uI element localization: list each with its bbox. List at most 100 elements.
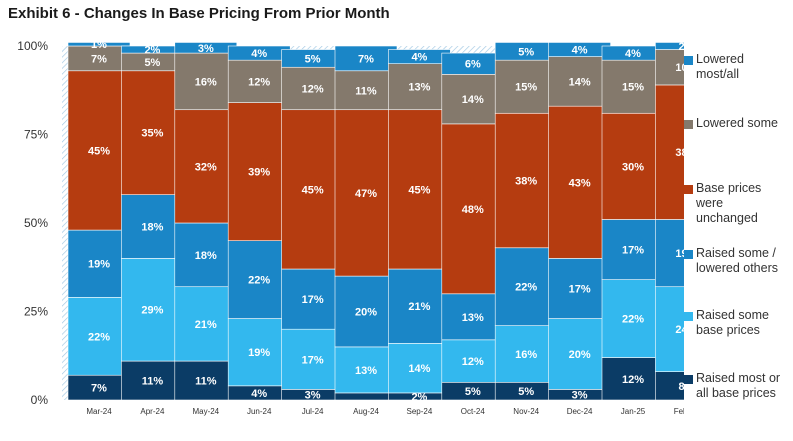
bar-value-label: 45% bbox=[88, 145, 110, 157]
bar-value-label: 30% bbox=[622, 161, 644, 173]
x-tick-label: Apr-24 bbox=[140, 407, 165, 416]
bar-value-label: 17% bbox=[302, 354, 324, 366]
bar-value-label: 21% bbox=[195, 319, 217, 331]
bar-value-label: 8% bbox=[678, 381, 684, 393]
bar-segment bbox=[174, 286, 238, 362]
bar-value-label: 18% bbox=[141, 222, 163, 234]
bar-value-label: 3% bbox=[305, 390, 321, 402]
bar-value-label: 20% bbox=[355, 307, 377, 319]
bar-segment bbox=[334, 70, 398, 111]
bar-value-label: 5% bbox=[144, 57, 160, 69]
bar-value-label: 5% bbox=[305, 53, 321, 65]
bar-segment bbox=[281, 268, 344, 330]
bar-value-label: 1% bbox=[91, 39, 107, 51]
bar-segment bbox=[227, 59, 291, 103]
bar-value-label: 22% bbox=[622, 314, 644, 326]
bar-value-label: 19% bbox=[675, 248, 684, 260]
bar-value-label: 22% bbox=[248, 275, 270, 287]
bar-segment bbox=[227, 318, 291, 387]
bar-segment bbox=[334, 109, 398, 277]
bar-segment bbox=[67, 70, 131, 231]
bar-value-label: 2% bbox=[144, 45, 160, 57]
bar-value-label: 20% bbox=[569, 349, 591, 361]
x-tick-label: Jan-25 bbox=[621, 407, 646, 416]
bar-value-label: 11% bbox=[355, 85, 377, 97]
bar-segment bbox=[227, 102, 291, 241]
bar-value-label: 17% bbox=[302, 294, 324, 306]
bar-value-label: 4% bbox=[251, 48, 267, 60]
bar-segment bbox=[121, 258, 184, 362]
bar-segment bbox=[121, 360, 184, 401]
bar-segment bbox=[441, 293, 505, 341]
bar-segment bbox=[655, 219, 684, 288]
y-tick-label: 0% bbox=[31, 393, 49, 407]
bar-value-label: 14% bbox=[408, 363, 430, 375]
bar-value-label: 11% bbox=[195, 376, 217, 388]
y-tick-label: 75% bbox=[24, 128, 48, 142]
bar-value-label: 45% bbox=[408, 184, 430, 196]
bar-value-label: 14% bbox=[462, 94, 484, 106]
bar-segment bbox=[388, 343, 451, 394]
bar-value-label: 2% bbox=[678, 41, 684, 53]
x-tick-label: Nov-24 bbox=[513, 407, 539, 416]
bar-value-label: 11% bbox=[142, 376, 164, 388]
bar-value-label: 15% bbox=[515, 82, 537, 94]
bar-value-label: 24% bbox=[675, 324, 684, 336]
y-tick-label: 100% bbox=[17, 39, 48, 53]
bar-segment bbox=[174, 360, 238, 401]
bar-segment bbox=[67, 42, 131, 47]
bar-segment bbox=[281, 66, 344, 111]
y-tick-label: 25% bbox=[24, 305, 48, 319]
legend-swatch bbox=[684, 56, 693, 65]
bar-value-label: 16% bbox=[515, 349, 537, 361]
bar-value-label: 39% bbox=[248, 167, 270, 179]
legend-swatch bbox=[684, 250, 693, 259]
bar-value-label: 7% bbox=[91, 383, 107, 395]
x-tick-label: May-24 bbox=[192, 407, 219, 416]
legend-label: Raised some base prices bbox=[696, 308, 769, 337]
bar-value-label: 4% bbox=[625, 48, 641, 60]
x-tick-label: Jul-24 bbox=[302, 407, 324, 416]
bar-value-label: 17% bbox=[569, 283, 591, 295]
bar-segment bbox=[494, 247, 558, 326]
y-axis: 0% 25% 50% 75% 100% bbox=[17, 39, 48, 407]
bar-value-label: 35% bbox=[141, 128, 163, 140]
bar-segment bbox=[281, 109, 344, 270]
bar-value-label: 43% bbox=[569, 177, 591, 189]
bar-segment bbox=[121, 194, 184, 259]
bar-value-label: 18% bbox=[195, 250, 217, 262]
bar-value-label: 3% bbox=[572, 390, 588, 402]
bar-value-label: 2% bbox=[411, 391, 427, 403]
bar-value-label: 12% bbox=[622, 374, 644, 386]
bar-segment bbox=[388, 109, 451, 270]
bar-segment bbox=[334, 45, 398, 72]
legend-label: Raised some / lowered others bbox=[696, 246, 778, 275]
x-tick-label: Oct-24 bbox=[461, 407, 486, 416]
bar-value-label: 13% bbox=[462, 312, 484, 324]
bar-segment bbox=[548, 105, 611, 259]
legend-swatch bbox=[684, 120, 693, 129]
legend-swatch bbox=[684, 312, 693, 321]
bar-segment bbox=[655, 371, 684, 401]
bar-segment bbox=[655, 49, 684, 86]
legend-swatch bbox=[684, 185, 693, 194]
x-tick-label: Sep-24 bbox=[407, 407, 433, 416]
bar-value-label: 4% bbox=[572, 45, 588, 57]
legend-item-raised-some-lowered-others: Raised some / lowered others bbox=[684, 246, 786, 276]
bar-value-label: 5% bbox=[465, 386, 481, 398]
bar-segment bbox=[655, 84, 684, 220]
bar-value-label: 17% bbox=[622, 245, 644, 257]
bar-value-label: 13% bbox=[408, 82, 430, 94]
bar-segment bbox=[601, 219, 665, 280]
bar-segment bbox=[601, 59, 665, 114]
bar-segment bbox=[281, 328, 344, 390]
x-tick-label: Aug-24 bbox=[353, 407, 379, 416]
x-tick-label: Mar-24 bbox=[86, 407, 112, 416]
bar-value-label: 5% bbox=[518, 386, 534, 398]
legend-label: Raised most or all base prices bbox=[696, 371, 781, 400]
bar-value-label: 19% bbox=[248, 347, 270, 359]
bar-value-label: 47% bbox=[355, 188, 377, 200]
bar-value-label: 22% bbox=[88, 331, 110, 343]
legend-item-lowered-most-all: Lowered most/all bbox=[684, 52, 786, 82]
bar-value-label: 16% bbox=[195, 76, 217, 88]
